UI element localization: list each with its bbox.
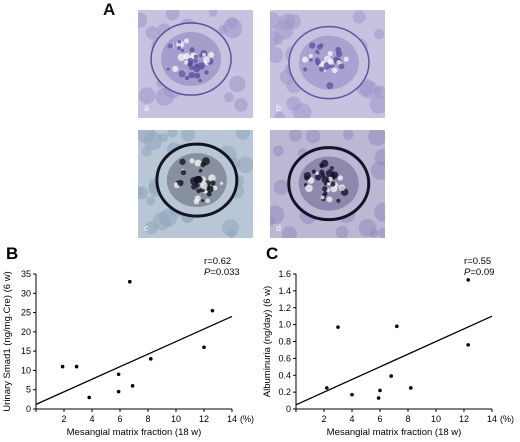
data-point [325,386,329,390]
x-tick-label: 8 [145,414,150,424]
micrograph-label: c [144,223,149,233]
micrograph-image [138,130,253,238]
y-tick-label: 10 [21,365,31,375]
micrograph-image [138,10,253,118]
y-tick-label: 30 [21,288,31,298]
micrograph-label: d [276,223,282,233]
y-tick-label: 25 [21,308,31,318]
y-tick-label: 1.6 [278,269,291,279]
x-tick-label: 12 [459,414,469,424]
micrograph-image [270,10,385,118]
micrograph-a: a [138,10,253,118]
x-tick-label: 10 [431,414,441,424]
data-point [116,372,121,377]
panel-letter: C [266,244,278,263]
y-tick-label: 0.6 [278,353,291,363]
x-tick-label: 6 [117,414,122,424]
data-point [128,279,132,284]
p-number: =0.09 [470,267,494,278]
p-symbol: P [464,267,471,278]
data-point [378,388,382,393]
micrograph-image [270,130,385,238]
regression-line [35,315,233,405]
micrograph-b: b [270,10,385,118]
x-tick-label: 4 [89,414,94,424]
y-tick-label: 0 [26,404,31,414]
x-tick-label: 8 [405,414,410,424]
p-value: P=0.09 [464,267,494,278]
y-tick-label: 1.4 [278,286,291,296]
micrograph-label: a [144,103,150,113]
micrograph-label: b [276,103,282,113]
y-axis-label: Urinary Smad1 (ng/mg.Cre) (6 w) [2,271,13,411]
y-tick-label: 0.4 [278,370,291,380]
data-point [336,325,340,329]
scatter-chart-b: B 0 5 10 15 20 25 30 35 2 4 6 8 10 12 14 (%) Mesangial ma… [2,244,254,438]
x-tick-label: 14 [227,414,237,424]
y-tick-label: 1.0 [278,320,291,330]
data-point [389,374,393,378]
y-tick-label: 0.2 [278,387,291,397]
y-tick-label: 0.8 [278,337,291,347]
x-axis-label: Mesangial matrix fraction (18 w) [327,427,462,438]
panel-letter: B [6,244,18,263]
y-tick-label: 0 [286,404,291,414]
regression-line [295,315,493,406]
r-value: r=0.62 [204,256,231,267]
x-tick-label: 2 [61,414,66,424]
x-tick-label: 10 [171,414,181,424]
y-tick-label: 35 [21,269,31,279]
x-tick-label: 2 [321,414,326,424]
x-tick-label: 6 [377,414,382,424]
data-point [466,343,470,347]
data-point [116,389,121,394]
data-point [60,364,65,369]
data-point [466,278,470,282]
x-unit-label: (%) [240,414,254,424]
data-point [202,345,206,350]
data-point [130,384,135,388]
x-unit-label: (%) [500,414,514,424]
data-point [87,395,91,400]
y-tick-label: 5 [26,385,31,395]
y-axis-label: Albuminuria (ng/day) (6 w) [262,286,273,397]
data-point [149,357,153,361]
y-tick-label: 15 [21,346,31,356]
p-number: =0.033 [210,267,239,278]
x-tick-label: 14 [487,414,497,424]
micrograph-c: c [138,130,253,238]
y-tick-label: 1.2 [278,303,291,313]
y-tick-label: 20 [21,327,31,337]
data-point [210,308,215,313]
scatter-chart-c: C 0 0.2 0.4 0.6 0.8 1.0 1.2 1.4 1.6 2 4 6 8 10 12 14 (%) M… [262,244,514,438]
p-symbol: P [204,267,211,278]
data-point [74,364,79,369]
x-tick-label: 4 [349,414,354,424]
data-point [376,396,381,400]
data-point [409,386,413,390]
r-value: r=0.55 [464,256,491,267]
panel-a-letter: A [103,0,116,19]
data-point [350,392,354,397]
x-tick-label: 12 [199,414,209,424]
micrograph-d: d [270,130,385,238]
data-point [395,324,399,329]
x-axis-label: Mesangial matrix fraction (18 w) [67,427,202,438]
p-value: P=0.033 [204,267,240,278]
